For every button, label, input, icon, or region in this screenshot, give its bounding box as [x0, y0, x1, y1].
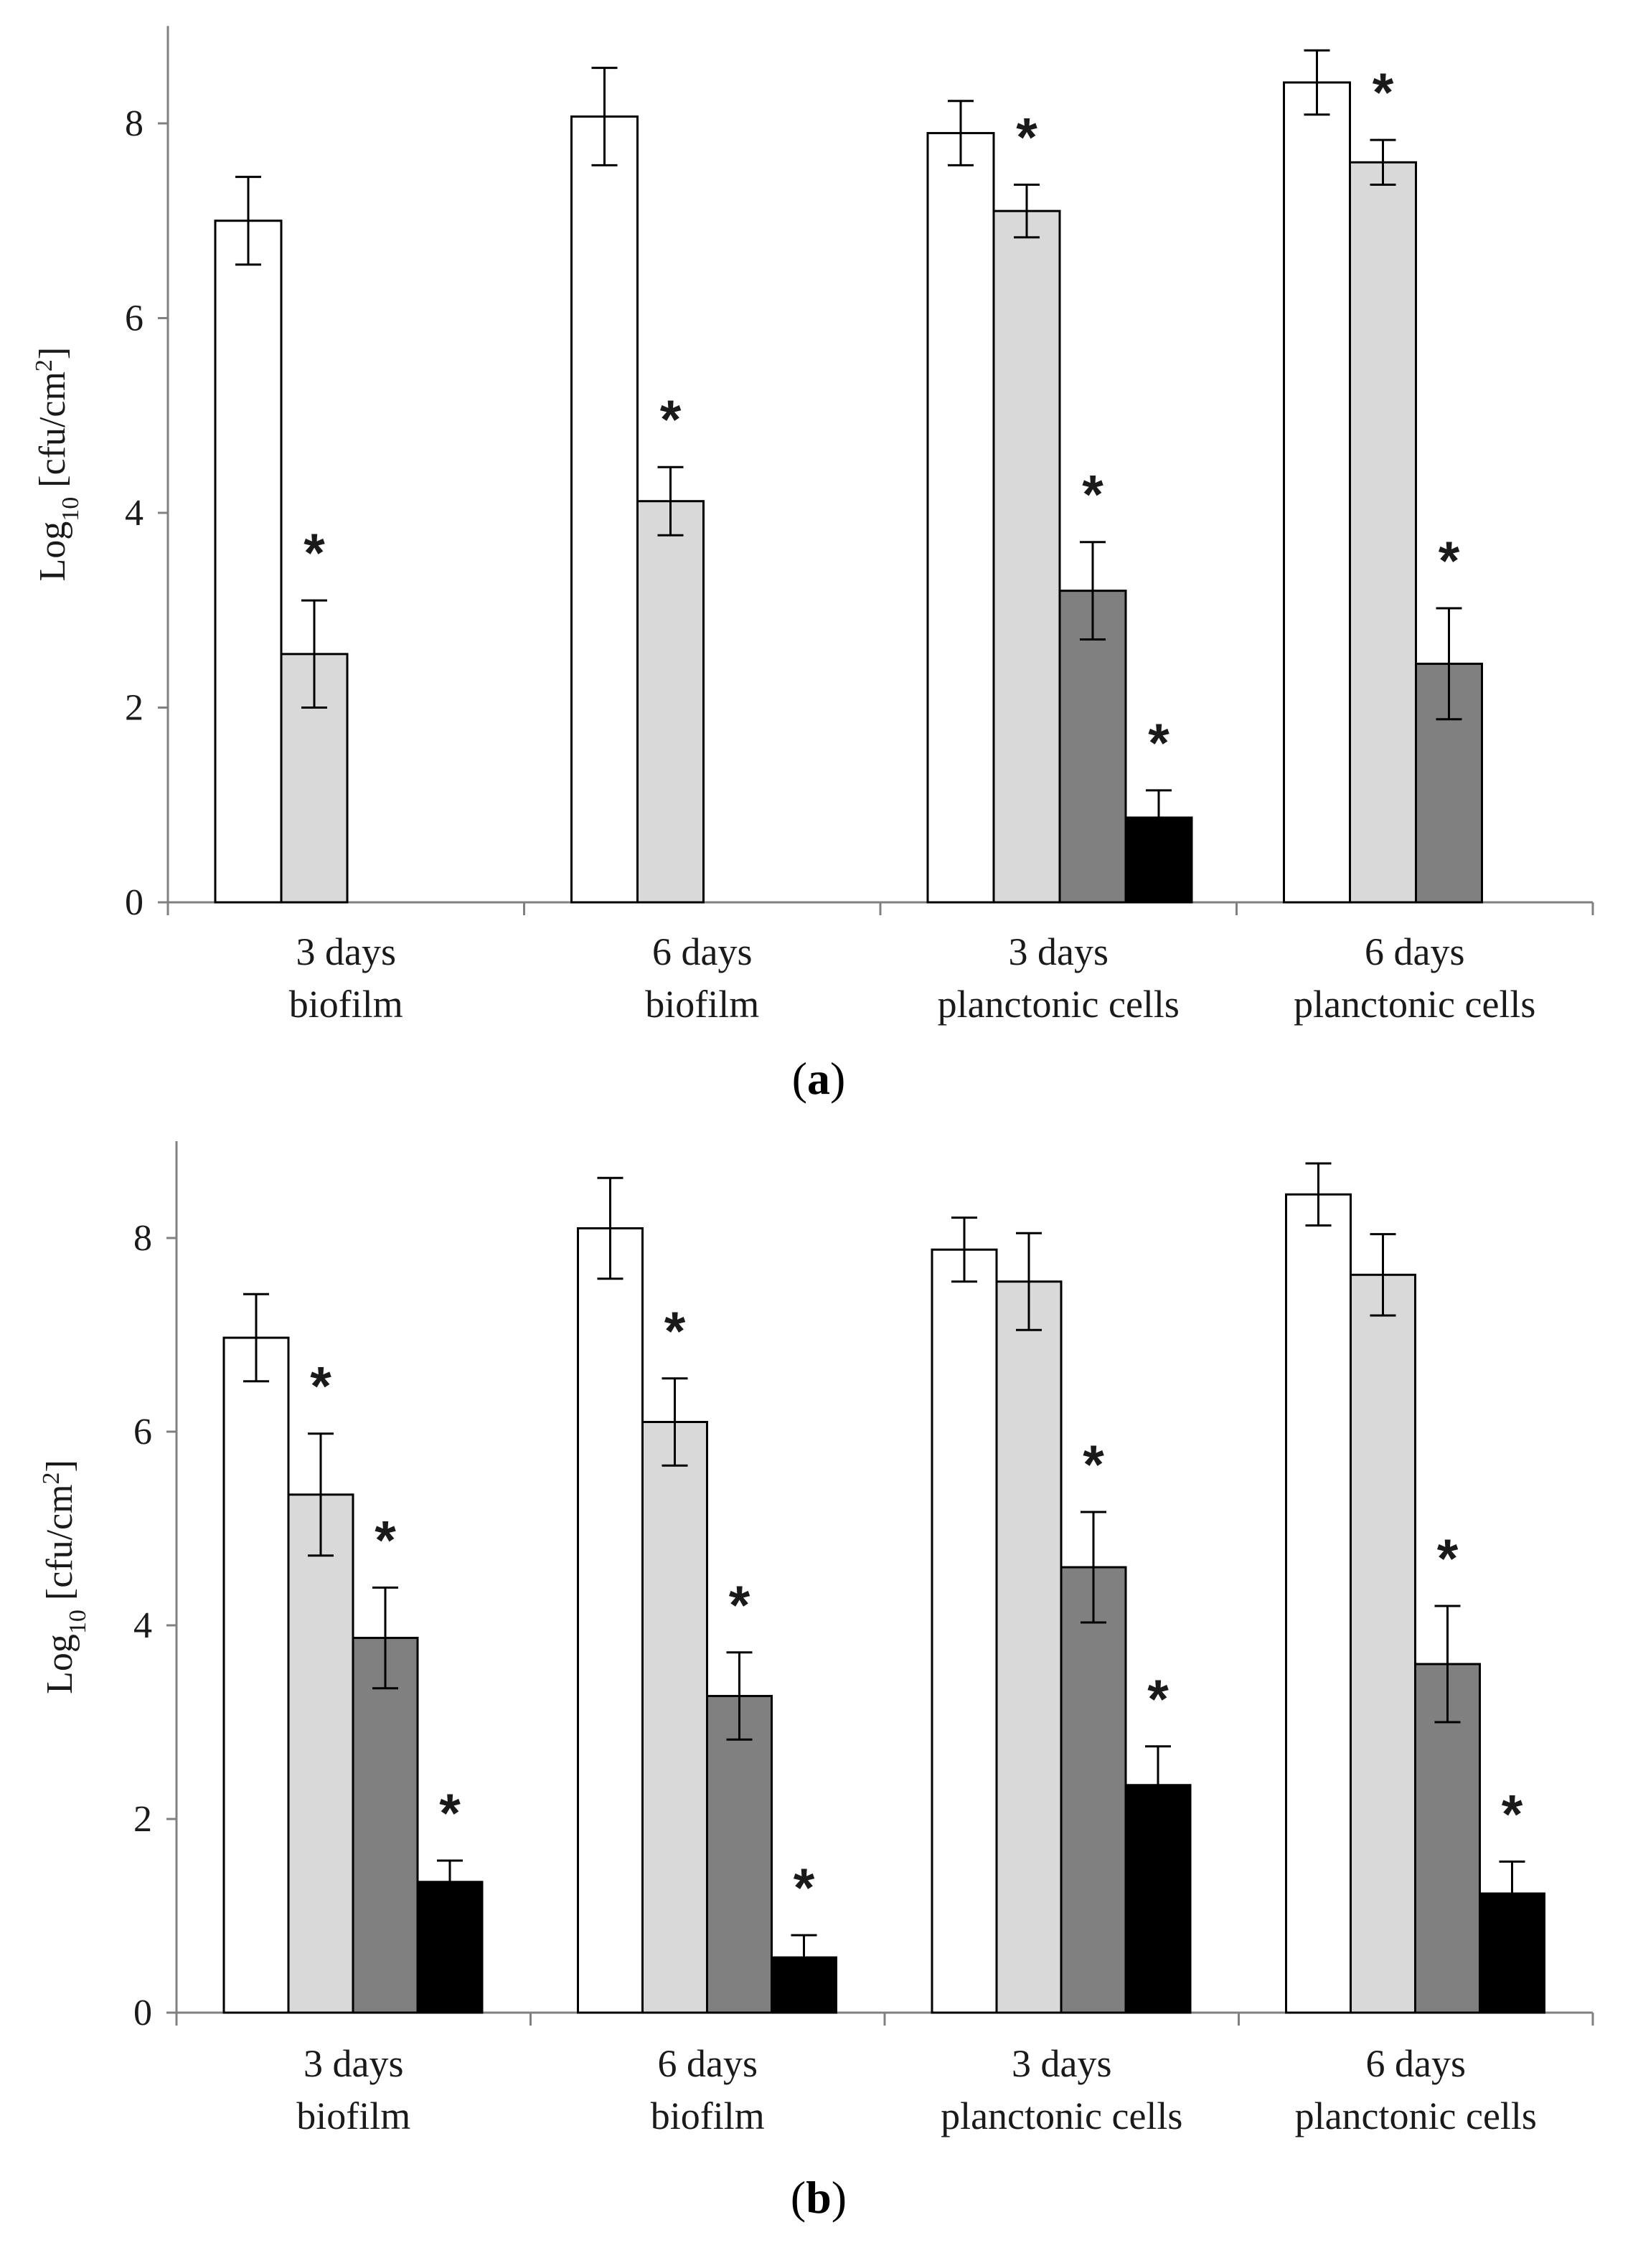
panel-a-y-tick-label: 6	[125, 298, 143, 339]
panel-b-significance-star: *	[1083, 1435, 1104, 1496]
panel-b-bar-s3-c3	[1060, 1566, 1127, 2014]
panel-b-significance-star: *	[310, 1356, 331, 1417]
panel-b-category-label-line1: 3 days	[303, 2042, 403, 2085]
panel-a-significance-star: *	[1439, 531, 1460, 592]
panel-a-significance-star: *	[303, 523, 325, 584]
panel-a-significance-star: *	[1148, 713, 1169, 774]
panel-b-bar-s1-c1	[222, 1336, 290, 2014]
panel-b-significance-star: *	[439, 1783, 461, 1844]
panel-b-significance-star: *	[729, 1575, 750, 1636]
panel-a-significance-star: *	[1016, 108, 1037, 169]
panel-a-caption: (a)	[792, 1053, 846, 1104]
panel-a-category-label-line2: biofilm	[645, 983, 759, 1026]
panel-a-y-tick-label: 4	[125, 493, 143, 534]
panel-b-y-tick-label: 8	[133, 1218, 152, 1259]
panel-a-bar-s3-c3	[1058, 590, 1127, 904]
panel-a-bar-s1-c4	[1283, 81, 1351, 904]
panel-a-bar-s1-c3	[926, 132, 995, 904]
panel-a-chart: 0 2 4 6 8 Log10 [cfu/cm2] * 3 days biofilm * 6 day…	[31, 26, 1594, 1104]
panel-b-category-label-line1: 3 days	[1012, 2042, 1111, 2085]
panel-a-significance-star: *	[1373, 62, 1394, 123]
panel-b-category-label-line2: planctonic cells	[941, 2094, 1182, 2137]
panel-b-y-axis-label: Log10 [cfu/cm2]	[38, 1460, 91, 1694]
panel-b-significance-star: *	[375, 1510, 396, 1571]
panel-b-y-tick-label: 6	[133, 1412, 152, 1452]
panel-a-bar-s2-c3	[992, 209, 1061, 904]
panel-b-bar-s2-c4	[1350, 1273, 1416, 2014]
panel-a-y-tick-label: 2	[125, 688, 143, 729]
panel-a-significance-star: *	[660, 389, 682, 450]
panel-a-category-label-line2: planctonic cells	[938, 983, 1180, 1026]
panel-b-bar-s1-c4	[1285, 1193, 1352, 2014]
panel-b-chart: 0 2 4 6 8 Log10 [cfu/cm2] * * * 3 days biofilm * * * 6…	[38, 1141, 1594, 2223]
panel-b-category-label-line1: 6 days	[658, 2042, 758, 2085]
panel-a-y-axis-label: Log10 [cfu/cm2]	[31, 347, 84, 582]
panel-b-bar-s1-c3	[931, 1248, 998, 2014]
panel-a-bar-s2-c4	[1349, 161, 1417, 904]
panel-b-y-tick-label: 0	[133, 1993, 152, 2033]
panel-a-category-label-line2: planctonic cells	[1294, 983, 1535, 1026]
panel-b-significance-star: *	[664, 1301, 686, 1362]
panel-b-bar-s2-c1	[287, 1493, 354, 2014]
panel-b-bar-s1-c2	[577, 1227, 644, 2014]
panel-b-bar-s2-c3	[995, 1280, 1063, 2014]
panel-b-category-label-line2: planctonic cells	[1295, 2094, 1537, 2137]
panel-a-bar-s1-c2	[570, 115, 639, 904]
panel-b-bar-s2-c2	[641, 1421, 708, 2014]
panel-a-category-label-line2: biofilm	[289, 983, 403, 1026]
panel-a-y-tick-label: 8	[125, 103, 143, 144]
panel-b-category-label-line2: biofilm	[296, 2094, 410, 2137]
panel-b-category-label-line2: biofilm	[651, 2094, 765, 2137]
panel-b-y-tick-label: 4	[133, 1605, 152, 1646]
panel-a-y-tick-label: 0	[125, 882, 143, 923]
panel-b-significance-star: *	[1147, 1669, 1169, 1730]
panel-b-significance-star: *	[794, 1858, 815, 1919]
panel-b-significance-star: *	[1502, 1784, 1523, 1845]
panel-b-bar-s3-c2	[706, 1695, 773, 2014]
panel-b-bar-s3-c1	[352, 1637, 419, 2014]
panel-b-caption: (b)	[791, 2172, 847, 2223]
panel-b-y-tick-label: 2	[133, 1799, 152, 1840]
panel-a-bar-s1-c1	[214, 219, 283, 904]
panel-a-category-label-line1: 6 days	[1365, 930, 1464, 973]
panel-a-category-label-line1: 3 days	[1009, 930, 1109, 973]
panel-a-bar-s2-c2	[636, 500, 705, 904]
panel-a-category-label-line1: 3 days	[296, 930, 396, 973]
panel-a-significance-star: *	[1082, 465, 1103, 526]
panel-a-category-label-line1: 6 days	[652, 930, 752, 973]
panel-b-significance-star: *	[1437, 1528, 1459, 1589]
panel-b-category-label-line1: 6 days	[1366, 2042, 1466, 2085]
